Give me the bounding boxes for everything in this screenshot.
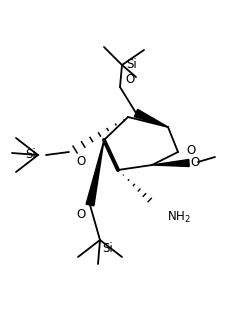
Text: O: O [125,73,134,86]
Text: NH$_2$: NH$_2$ [167,210,191,225]
Text: Si: Si [102,242,113,255]
Polygon shape [152,160,189,167]
Text: O: O [76,155,85,168]
Polygon shape [86,140,104,206]
Text: Si: Si [126,59,137,72]
Text: O: O [190,156,200,169]
Text: O: O [186,143,195,156]
Polygon shape [134,109,168,127]
Text: Si: Si [25,149,36,162]
Text: O: O [77,208,86,221]
